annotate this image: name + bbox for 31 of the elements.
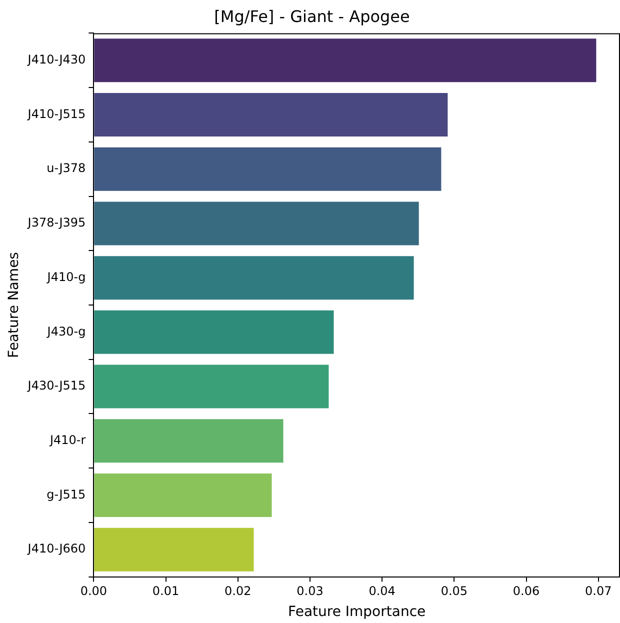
x-tick-label: 0.05 bbox=[440, 584, 468, 598]
y-tick-label: J378-J395 bbox=[26, 216, 86, 230]
bar bbox=[94, 256, 414, 300]
bar bbox=[94, 92, 448, 136]
y-tick-label: u-J378 bbox=[46, 161, 86, 176]
chart-title: [Mg/Fe] - Giant - Apogee bbox=[214, 6, 410, 26]
bar bbox=[94, 147, 442, 191]
y-tick-label: g-J515 bbox=[46, 487, 86, 502]
y-tick-label: J410-r bbox=[48, 433, 86, 448]
bar bbox=[94, 528, 254, 572]
bar bbox=[94, 419, 284, 463]
x-tick-label: 0.04 bbox=[368, 584, 396, 598]
y-tick-label: J410-J515 bbox=[26, 106, 86, 121]
bar bbox=[94, 474, 272, 518]
x-tick-label: 0.01 bbox=[152, 584, 180, 598]
x-axis-title: Feature Importance bbox=[288, 604, 426, 620]
y-tick-label: J430-J515 bbox=[26, 378, 86, 393]
y-axis-title: Feature Names bbox=[6, 252, 22, 358]
y-tick-label: J410-J660 bbox=[26, 542, 86, 556]
x-tick-label: 0.03 bbox=[296, 584, 324, 598]
y-tick-label: J410-g bbox=[46, 270, 86, 284]
bar bbox=[94, 310, 334, 354]
y-tick-label: J410-J430 bbox=[26, 52, 86, 67]
bar bbox=[94, 38, 596, 82]
x-tick-label: 0.00 bbox=[80, 584, 108, 598]
bar bbox=[94, 202, 419, 246]
y-tick-label: J430-g bbox=[46, 324, 86, 338]
x-tick-label: 0.02 bbox=[224, 584, 252, 598]
x-tick-label: 0.06 bbox=[512, 584, 540, 598]
bar bbox=[94, 364, 329, 408]
x-tick-label: 0.07 bbox=[585, 584, 612, 598]
